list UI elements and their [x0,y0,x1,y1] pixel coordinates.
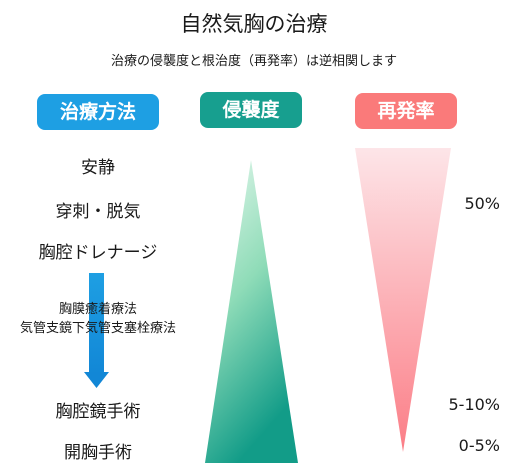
treatment-bronchial-occlusion: 気管支鏡下気管支塞栓療法 [19,321,176,336]
treatment-rest: 安静 [81,158,115,178]
treatment-aspiration: 穿刺・脱気 [55,202,141,222]
recurrence-header: 再発率 [355,93,457,129]
down-arrow-icon [84,273,109,388]
recurrence-rate-mid: 5-10% [448,395,500,414]
treatment-open-surgery: 開胸手術 [64,443,132,463]
page-title: 自然気胸の治療 [180,12,328,36]
recurrence-rate-low: 0-5% [458,436,500,455]
page-subtitle: 治療の侵襲度と根治度（再発率）は逆相関します [110,54,397,69]
treatment-chest-drainage: 胸腔ドレナージ [38,243,158,263]
treatment-pleurodesis: 胸膜癒着療法 [58,302,137,317]
invasiveness-header: 侵襲度 [200,92,302,128]
recurrence-rate-high: 50% [464,194,500,213]
recurrence-triangle [355,148,451,452]
treatment-thoracoscopic-surgery: 胸腔鏡手術 [55,402,141,422]
method-header: 治療方法 [37,94,159,130]
invasiveness-triangle [205,160,298,463]
